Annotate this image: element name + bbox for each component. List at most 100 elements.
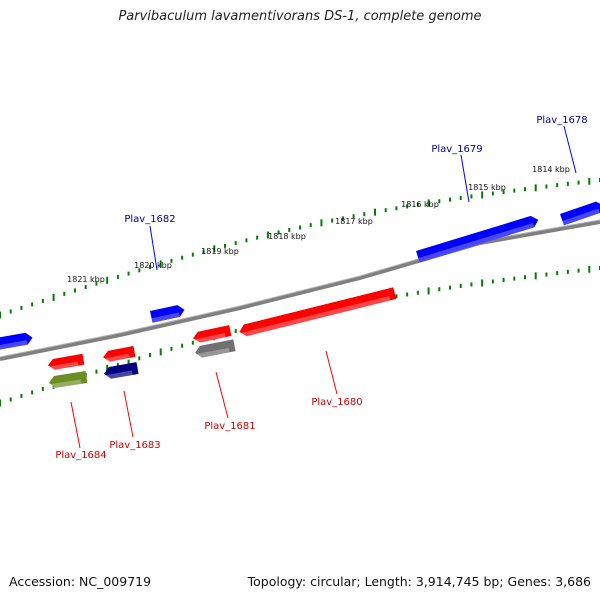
outer-scale-tick <box>513 188 516 193</box>
gene-label-plav-1683[interactable]: Plav_1683 <box>109 440 160 451</box>
outer-scale-tick <box>202 249 205 254</box>
gene-plav-1683-shade <box>103 353 130 363</box>
outer-scale-tick <box>288 227 291 232</box>
inner-scale-tick <box>524 275 526 280</box>
inner-scale-tick <box>20 393 23 398</box>
outer-scale-tick <box>299 225 301 230</box>
outer-scale-tick <box>127 271 130 276</box>
inner-scale-tick <box>41 386 44 391</box>
gene-plav-1678[interactable] <box>560 200 600 226</box>
gene-plav-1682-shade <box>151 312 180 323</box>
gene-forward-left-body <box>0 332 33 350</box>
gene-dark-blue[interactable] <box>103 362 139 380</box>
inner-scale-tick <box>449 285 451 290</box>
gene-plav-1684-body <box>47 353 85 370</box>
inner-scale-tick <box>406 292 409 297</box>
outer-scale-tick <box>170 258 173 263</box>
outer-scale-tick <box>106 276 109 284</box>
inner-scale-tick <box>106 364 109 372</box>
gene-label-plav-1679[interactable]: Plav_1679 <box>431 144 482 155</box>
gene-olive-body <box>48 371 88 388</box>
gene-plav-1684-shade <box>48 361 79 371</box>
outer-scale-tick <box>149 265 151 270</box>
inner-scale-tick <box>513 276 516 281</box>
outer-scale-tick <box>52 293 55 301</box>
outer-scale-tick <box>95 281 98 286</box>
outer-scale-tick <box>266 231 269 239</box>
gene-label-plav-1684[interactable]: Plav_1684 <box>55 450 106 461</box>
forward-leader-line <box>563 125 577 174</box>
outer-scale-tick <box>577 180 580 185</box>
reverse-leader-line <box>70 401 81 449</box>
outer-scale-tick <box>245 238 248 243</box>
gene-dark-blue-shade <box>104 370 133 380</box>
outer-scale-tick <box>138 268 141 273</box>
gene-plav-1683-body <box>103 345 136 362</box>
gene-plav-1682[interactable] <box>150 304 186 323</box>
scale-tick-label: 1815 kbp <box>468 183 506 192</box>
gene-label-plav-1678[interactable]: Plav_1678 <box>536 115 587 126</box>
gene-plav-1681[interactable] <box>192 325 232 344</box>
outer-scale-tick <box>502 190 505 195</box>
gene-plav-1680-body <box>239 287 397 337</box>
outer-scale-tick <box>0 311 1 319</box>
outer-scale-tick <box>159 260 162 268</box>
gene-grey-shade <box>195 347 230 359</box>
gene-dark-blue-body <box>104 362 139 379</box>
outer-scale-tick <box>438 199 441 204</box>
outer-scale-tick <box>363 212 366 217</box>
outer-scale-tick <box>534 184 537 192</box>
inner-scale-tick <box>438 287 441 292</box>
outer-scale-tick <box>181 255 184 260</box>
inner-scale-tick <box>170 346 173 351</box>
inner-scale-tick <box>459 284 462 289</box>
inner-scale-tick <box>127 359 130 364</box>
scale-tick-label: 1817 kbp <box>335 217 373 226</box>
outer-scale-tick <box>566 181 569 186</box>
outer-scale-tick <box>524 187 526 192</box>
outer-scale-tick <box>63 291 66 296</box>
outer-scale-tick <box>224 243 226 248</box>
gene-plav-1684[interactable] <box>47 353 85 371</box>
gene-forward-left[interactable] <box>0 332 34 350</box>
gene-plav-1679-body <box>416 215 539 263</box>
inner-scale-tick <box>9 397 12 402</box>
outer-scale-tick <box>395 206 398 211</box>
gene-forward-left-shade <box>0 340 28 350</box>
gene-grey[interactable] <box>194 339 236 359</box>
backbone-line <box>0 220 600 361</box>
outer-scale-tick <box>74 288 76 293</box>
outer-scale-tick <box>309 223 312 228</box>
inner-scale-tick <box>138 356 141 361</box>
outer-scale-tick <box>213 245 216 253</box>
outer-scale-tick <box>374 208 376 216</box>
outer-scale-tick <box>41 298 44 303</box>
gene-label-plav-1680[interactable]: Plav_1680 <box>311 397 362 408</box>
map-title: Parvibaculum lavamentivorans DS-1, compl… <box>118 9 482 24</box>
gene-label-plav-1681[interactable]: Plav_1681 <box>204 421 255 432</box>
scale-tick-label: 1821 kbp <box>67 275 105 284</box>
inner-scale-tick <box>181 343 184 348</box>
outer-scale-tick <box>384 208 387 213</box>
gene-grey-body <box>195 339 236 358</box>
inner-scale-tick <box>502 278 505 283</box>
outer-scale-tick <box>9 309 12 314</box>
inner-scale-tick <box>159 348 162 356</box>
gene-label-plav-1682[interactable]: Plav_1682 <box>124 214 175 225</box>
scale-tick-label: 1816 kbp <box>401 200 439 209</box>
outer-scale-tick <box>331 218 334 223</box>
gene-plav-1679-shade <box>418 223 535 263</box>
gene-olive-shade <box>49 379 82 389</box>
outer-scale-tick <box>406 204 409 209</box>
gene-olive[interactable] <box>48 371 88 389</box>
inner-scale-tick <box>481 279 484 287</box>
gene-plav-1682-body <box>150 305 185 323</box>
gene-plav-1679[interactable] <box>416 214 540 263</box>
gene-plav-1680[interactable] <box>238 287 397 338</box>
reverse-leader-line <box>215 371 229 419</box>
outer-scale-tick <box>234 241 237 246</box>
gene-plav-1683[interactable] <box>102 345 136 363</box>
scale-tick-label: 1818 kbp <box>268 232 306 241</box>
inner-scale-tick <box>491 279 494 284</box>
